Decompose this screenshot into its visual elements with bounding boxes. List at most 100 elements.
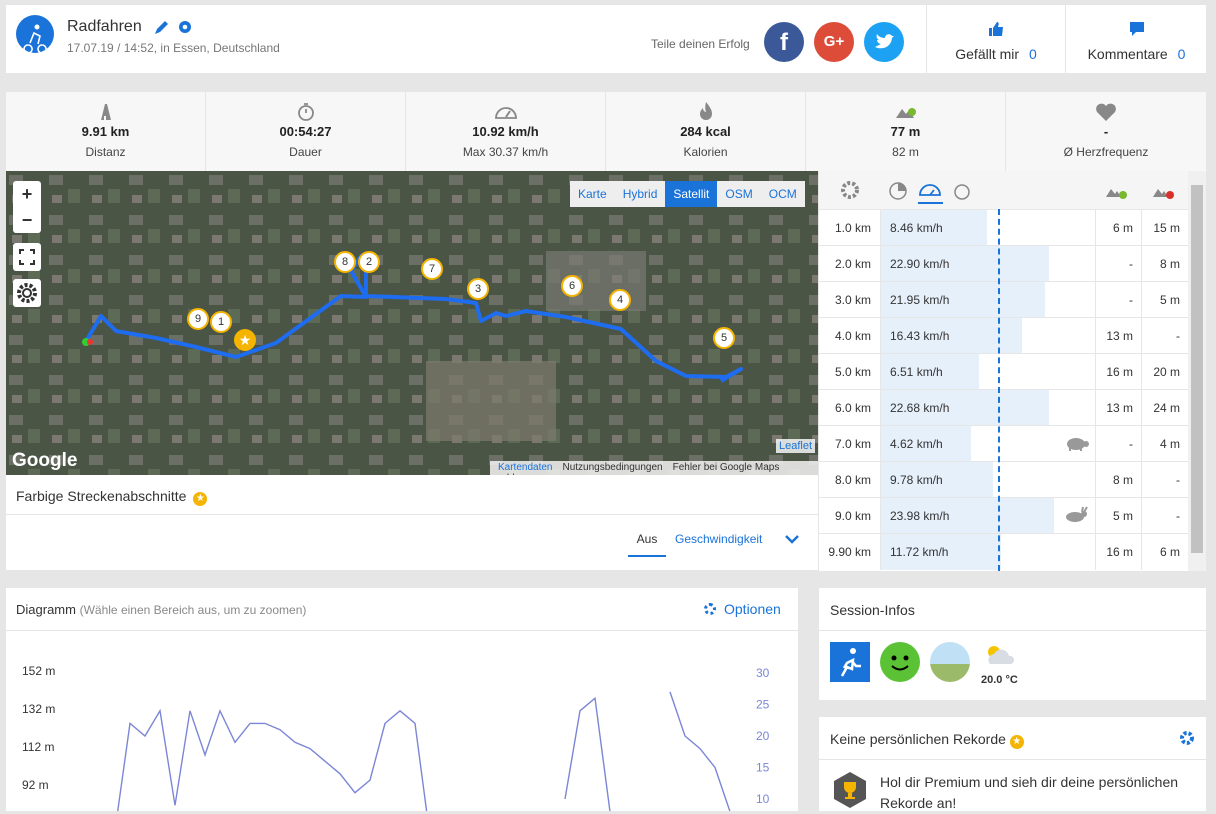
split-cell: 9.78 km/h — [890, 473, 943, 487]
like-count: 0 — [1028, 46, 1037, 62]
segment-option[interactable]: Aus — [628, 525, 666, 557]
route-marker[interactable]: 3 — [467, 278, 489, 300]
layer-button[interactable]: OCM — [768, 187, 797, 201]
split-cell: 16.43 km/h — [890, 329, 950, 343]
split-cell: 9.0 km — [819, 498, 881, 534]
segments-panel: Farbige Streckenabschnitte ★ Aus Geschwi… — [6, 475, 818, 570]
split-cell: 2.0 km — [819, 246, 881, 282]
split-cell: 22.68 km/h — [890, 401, 950, 415]
stat-value: - — [1103, 124, 1109, 139]
split-cell: 22.90 km/h — [890, 257, 950, 271]
split-cell: 15 m — [1141, 210, 1188, 246]
stat-cell: 10.92 km/h Max 30.37 km/h — [406, 92, 606, 171]
diagram-options-text[interactable]: Optionen — [724, 601, 781, 617]
split-bar — [881, 498, 1055, 534]
map-settings[interactable] — [13, 279, 41, 307]
split-cell: 6 m — [1095, 210, 1141, 246]
split-cell: 16 m — [1095, 354, 1141, 390]
diagram-chart[interactable]: 152 m 132 m 112 m 92 m 30 25 20 15 10 — [6, 588, 798, 811]
layer-button[interactable]: Karte — [578, 187, 607, 201]
speed-line — [117, 708, 428, 811]
facebook-button[interactable]: f — [764, 22, 804, 62]
y2-tick-label: 10 — [756, 792, 770, 806]
split-cell: 4 m — [1141, 426, 1188, 462]
y-tick-label: 152 m — [22, 664, 55, 678]
split-cell: - — [1095, 282, 1141, 318]
header: Radfahren 17.07.19 / 14:52, in Essen, De… — [6, 5, 1206, 73]
layer-button[interactable]: Satellit — [665, 181, 718, 207]
split-cell: 6 m — [1141, 534, 1188, 570]
google-button[interactable]: G+ — [814, 22, 854, 62]
split-bar — [881, 426, 971, 462]
twitter-button[interactable] — [864, 22, 904, 62]
comment-label: Kommentare — [1087, 46, 1168, 62]
y-tick-label: 92 m — [22, 778, 49, 792]
layer-switcher: Karte Hybrid Satellit OSM OCM — [570, 181, 805, 207]
map-footer-link[interactable]: Fehler bei Google Maps melden — [493, 462, 780, 475]
split-bar — [881, 246, 1050, 282]
route-marker[interactable]: 2 — [358, 251, 380, 273]
split-cell: 6.51 km/h — [890, 365, 943, 379]
stat-label: Ø Herzfrequenz — [1063, 145, 1149, 159]
segment-dropdown[interactable] — [784, 533, 800, 545]
comment-box[interactable]: Kommentare 0 — [1065, 5, 1207, 73]
diagram-panel: Diagramm (Wähle einen Bereich aus, um zu… — [6, 588, 798, 811]
stat-cell: - Ø Herzfrequenz — [1006, 92, 1206, 171]
diagram-options[interactable]: Optionen — [704, 601, 781, 617]
split-cell: - — [1095, 246, 1141, 282]
segment-option[interactable]: Geschwindigkeit — [675, 532, 763, 546]
split-cell: 3.0 km — [819, 282, 881, 318]
split-cell: 23.98 km/h — [890, 509, 950, 523]
split-row: 9.0 km 23.98 km/h 5 m- — [819, 497, 1188, 534]
speed-line — [669, 691, 731, 811]
map-footer-link[interactable]: Nutzungsbedingungen — [562, 462, 663, 473]
split-cell: 8.0 km — [819, 462, 881, 498]
layer-button[interactable]: Hybrid — [622, 187, 658, 201]
route-marker[interactable]: 7 — [421, 258, 443, 280]
split-bar — [881, 282, 1046, 318]
split-cell: 13 m — [1095, 390, 1141, 426]
split-cell: 24 m — [1141, 390, 1188, 426]
route-marker[interactable]: 6 — [561, 275, 583, 297]
leaflet-link[interactable]: Leaflet — [779, 440, 813, 452]
segments-title-text: Farbige Streckenabschnitte — [16, 488, 187, 504]
route-marker[interactable]: 4 — [609, 289, 631, 311]
split-cell: - — [1141, 462, 1188, 498]
records-settings[interactable] — [1179, 730, 1195, 746]
map[interactable]: + − Karte Hybrid Satellit OSM OCM 9 1 8 2 7 3 6 4 5 ★ … — [6, 171, 818, 475]
split-cell: 13 m — [1095, 318, 1141, 354]
split-cell: 20 m — [1141, 354, 1188, 390]
leaflet-attribution[interactable]: Leaflet — [776, 439, 816, 453]
records-title: Keine persönlichen Rekorde ★ — [830, 731, 1024, 749]
like-label: Gefällt mir — [955, 46, 1020, 62]
share-label: Teile deinen Erfolg — [651, 37, 750, 51]
stat-cell: 284 kcal Kalorien — [606, 92, 806, 171]
session-panel: Session-Infos 20.0 °C — [819, 588, 1206, 700]
split-cell: 11.72 km/h — [890, 545, 949, 559]
slowest-icon — [1064, 434, 1090, 452]
stat-label: 82 m — [892, 145, 919, 159]
map-footer-link[interactable]: Kartendaten — [498, 462, 553, 473]
edit-icons[interactable] — [152, 19, 192, 37]
fullscreen-button[interactable] — [13, 243, 41, 271]
split-row: 6.0 km 22.68 km/h 13 m 24 m — [819, 389, 1188, 426]
split-bar — [881, 354, 979, 390]
like-box[interactable]: Gefällt mir 0 — [926, 5, 1065, 73]
layer-button[interactable]: OSM — [725, 187, 753, 201]
y2-tick-label: 20 — [756, 729, 770, 743]
route-marker[interactable]: 1 — [210, 311, 232, 333]
split-row: 3.0 km 21.95 km/h -5 m — [819, 281, 1188, 318]
zoom-control[interactable]: + − — [13, 181, 41, 233]
route-marker[interactable]: 8 — [334, 251, 356, 273]
splits-header — [819, 171, 1188, 209]
route-marker[interactable]: 5 — [713, 327, 735, 349]
split-bar — [881, 210, 988, 246]
records-panel: Keine persönlichen Rekorde ★ Hol dir Pre… — [819, 717, 1206, 811]
google-logo: Google — [12, 450, 78, 471]
stat-value: 00:54:27 — [279, 124, 332, 139]
route-marker[interactable]: 9 — [187, 308, 209, 330]
split-cell: - — [1141, 498, 1188, 534]
records-title-text: Keine persönlichen Rekorde — [830, 731, 1006, 747]
